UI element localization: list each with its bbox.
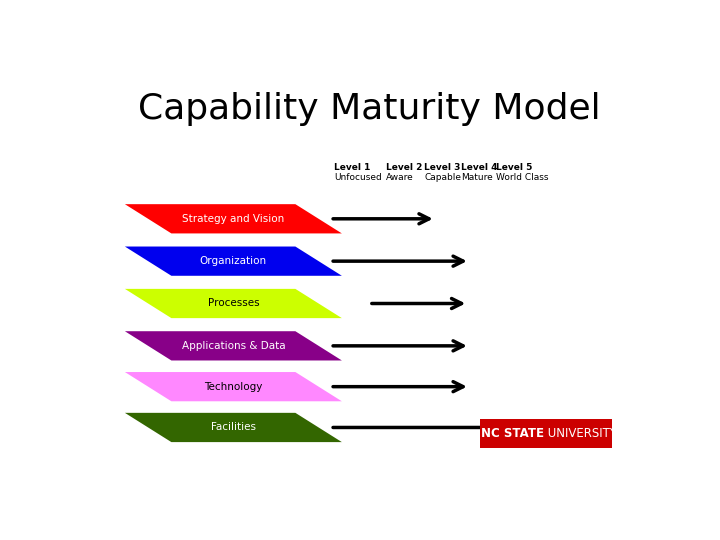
Polygon shape: [125, 372, 342, 401]
Text: Organization: Organization: [200, 256, 267, 266]
Text: Strategy and Vision: Strategy and Vision: [182, 214, 284, 224]
Text: Applications & Data: Applications & Data: [181, 341, 285, 351]
Polygon shape: [125, 247, 342, 276]
Text: Mature: Mature: [462, 173, 493, 181]
Text: UNIVERSITY: UNIVERSITY: [544, 427, 617, 440]
Text: Capable: Capable: [424, 173, 461, 181]
Text: Level 5: Level 5: [496, 164, 533, 172]
Text: Aware: Aware: [386, 173, 414, 181]
Polygon shape: [125, 331, 342, 361]
Text: Level 3: Level 3: [424, 164, 460, 172]
Text: Capability Maturity Model: Capability Maturity Model: [138, 92, 600, 126]
Text: Processes: Processes: [207, 299, 259, 308]
Polygon shape: [125, 413, 342, 442]
Text: NC STATE: NC STATE: [481, 427, 544, 440]
Text: Facilities: Facilities: [211, 422, 256, 433]
Text: Technology: Technology: [204, 382, 263, 392]
Polygon shape: [125, 204, 342, 233]
Text: World Class: World Class: [496, 173, 549, 181]
Text: Level 2: Level 2: [386, 164, 423, 172]
Text: Level 4: Level 4: [462, 164, 498, 172]
Text: Level 1: Level 1: [334, 164, 371, 172]
Polygon shape: [125, 289, 342, 318]
Text: Unfocused: Unfocused: [334, 173, 382, 181]
Bar: [480, 419, 611, 448]
